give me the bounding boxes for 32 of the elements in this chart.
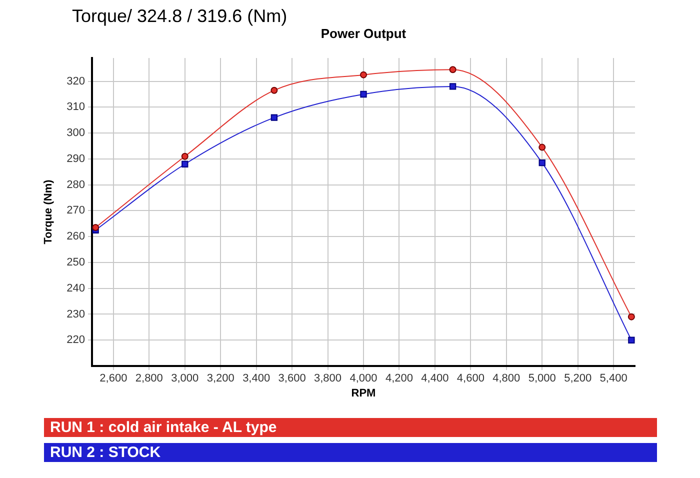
x-tick-label: 3,400 [242,372,270,385]
y-tick-label: 280 [66,178,85,191]
y-tick-label: 320 [66,75,85,88]
x-tick-label: 4,000 [350,372,378,385]
x-tick-label: 5,000 [528,372,556,385]
x-tick-label: 2,600 [100,372,128,385]
x-tick-label: 3,600 [278,372,306,385]
x-tick-label: 3,000 [171,372,199,385]
chart-title: Torque/ 324.8 / 319.6 (Nm) [72,6,288,27]
x-tick-label: 5,200 [564,372,592,385]
y-tick-label: 220 [66,334,85,346]
x-tick-label: 4,400 [421,372,449,385]
x-tick-label: 4,200 [385,372,413,385]
y-tick-label: 310 [66,101,85,114]
x-tick-label: 3,800 [314,372,342,385]
x-tick-label: 3,200 [206,372,234,385]
y-tick-label: 240 [66,282,85,294]
x-tick-label: 5,400 [600,372,628,385]
y-tick-label: 250 [66,256,85,268]
y-tick-label: 300 [66,127,85,140]
chart-subtitle: Power Output [320,26,408,41]
x-tick-label: 4,800 [492,372,520,385]
text: RUN 2 : STOCK [44,443,657,462]
y-tick-label: 230 [66,308,85,320]
text: RUN 1 : cold air intake - AL type [44,418,657,437]
y-tick-label: 290 [66,152,85,165]
y-tick-label: 270 [66,204,85,217]
y-tick-label: 260 [66,230,85,243]
y-axis-title: Torque (Nm) [42,179,55,244]
x-tick-label: 4,600 [456,372,484,385]
x-tick-label: 2,800 [135,372,163,385]
x-axis-title: RPM [351,387,376,400]
